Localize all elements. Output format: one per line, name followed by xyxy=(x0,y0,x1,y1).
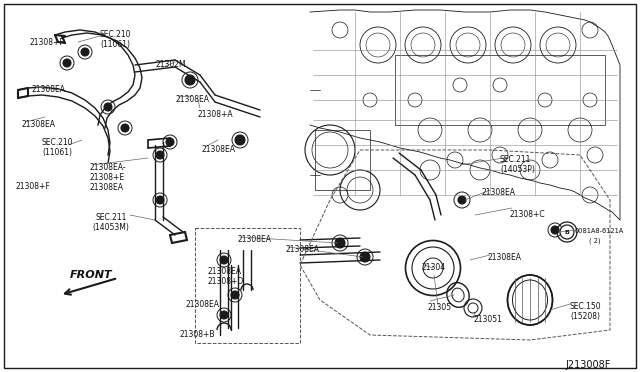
Text: SEC.210: SEC.210 xyxy=(42,138,74,147)
Circle shape xyxy=(235,135,245,145)
Text: SEC.211: SEC.211 xyxy=(500,155,531,164)
Text: 21308EA: 21308EA xyxy=(32,85,66,94)
Text: 21308+F: 21308+F xyxy=(15,182,50,191)
Bar xyxy=(315,130,370,190)
Circle shape xyxy=(458,196,466,204)
Text: 21308EA: 21308EA xyxy=(185,300,219,309)
Text: 21308EA: 21308EA xyxy=(90,183,124,192)
Text: 21308+F: 21308+F xyxy=(30,38,65,47)
Circle shape xyxy=(63,59,71,67)
Circle shape xyxy=(185,75,195,85)
Text: SEC.211: SEC.211 xyxy=(95,213,126,222)
Circle shape xyxy=(551,226,559,234)
Text: 21308+A: 21308+A xyxy=(198,110,234,119)
Text: 21308+C: 21308+C xyxy=(510,210,546,219)
Circle shape xyxy=(360,252,370,262)
Text: 21308EA: 21308EA xyxy=(482,188,516,197)
Bar xyxy=(195,228,300,343)
Circle shape xyxy=(231,291,239,299)
Circle shape xyxy=(81,48,89,56)
Text: SEC.150: SEC.150 xyxy=(570,302,602,311)
Text: SEC.210: SEC.210 xyxy=(100,30,131,39)
Text: 0081A8-6121A: 0081A8-6121A xyxy=(575,228,624,234)
Text: 21308+B: 21308+B xyxy=(180,330,216,339)
Text: 21308EA: 21308EA xyxy=(202,145,236,154)
Text: 21308EA: 21308EA xyxy=(207,267,241,276)
Text: 21308EA: 21308EA xyxy=(488,253,522,262)
Circle shape xyxy=(156,196,164,204)
Text: (14053M): (14053M) xyxy=(92,223,129,232)
Bar xyxy=(395,55,605,125)
Text: B: B xyxy=(564,230,570,234)
Circle shape xyxy=(104,103,112,111)
Text: FRONT: FRONT xyxy=(70,270,113,280)
Text: 21308EA: 21308EA xyxy=(22,120,56,129)
Circle shape xyxy=(121,124,129,132)
Text: 21308+D: 21308+D xyxy=(207,277,243,286)
Text: 21304: 21304 xyxy=(422,263,446,272)
Text: J213008F: J213008F xyxy=(565,360,611,370)
Text: 21305: 21305 xyxy=(428,303,452,312)
Text: 213051: 213051 xyxy=(473,315,502,324)
Text: 21308EA: 21308EA xyxy=(238,235,272,244)
Circle shape xyxy=(220,311,228,319)
Text: 21308EA-: 21308EA- xyxy=(90,163,127,172)
Text: (11061): (11061) xyxy=(100,40,130,49)
Text: ( 2): ( 2) xyxy=(589,238,600,244)
Circle shape xyxy=(220,256,228,264)
Text: (15208): (15208) xyxy=(570,312,600,321)
Text: 21308+E: 21308+E xyxy=(90,173,125,182)
Text: 21308EA: 21308EA xyxy=(176,95,210,104)
Text: (11061): (11061) xyxy=(42,148,72,157)
Text: 21302M: 21302M xyxy=(155,60,186,69)
Text: 21308EA: 21308EA xyxy=(286,245,320,254)
Circle shape xyxy=(156,151,164,159)
Circle shape xyxy=(166,138,174,146)
Text: (14053P): (14053P) xyxy=(500,165,535,174)
Circle shape xyxy=(335,238,345,248)
Circle shape xyxy=(560,225,574,239)
